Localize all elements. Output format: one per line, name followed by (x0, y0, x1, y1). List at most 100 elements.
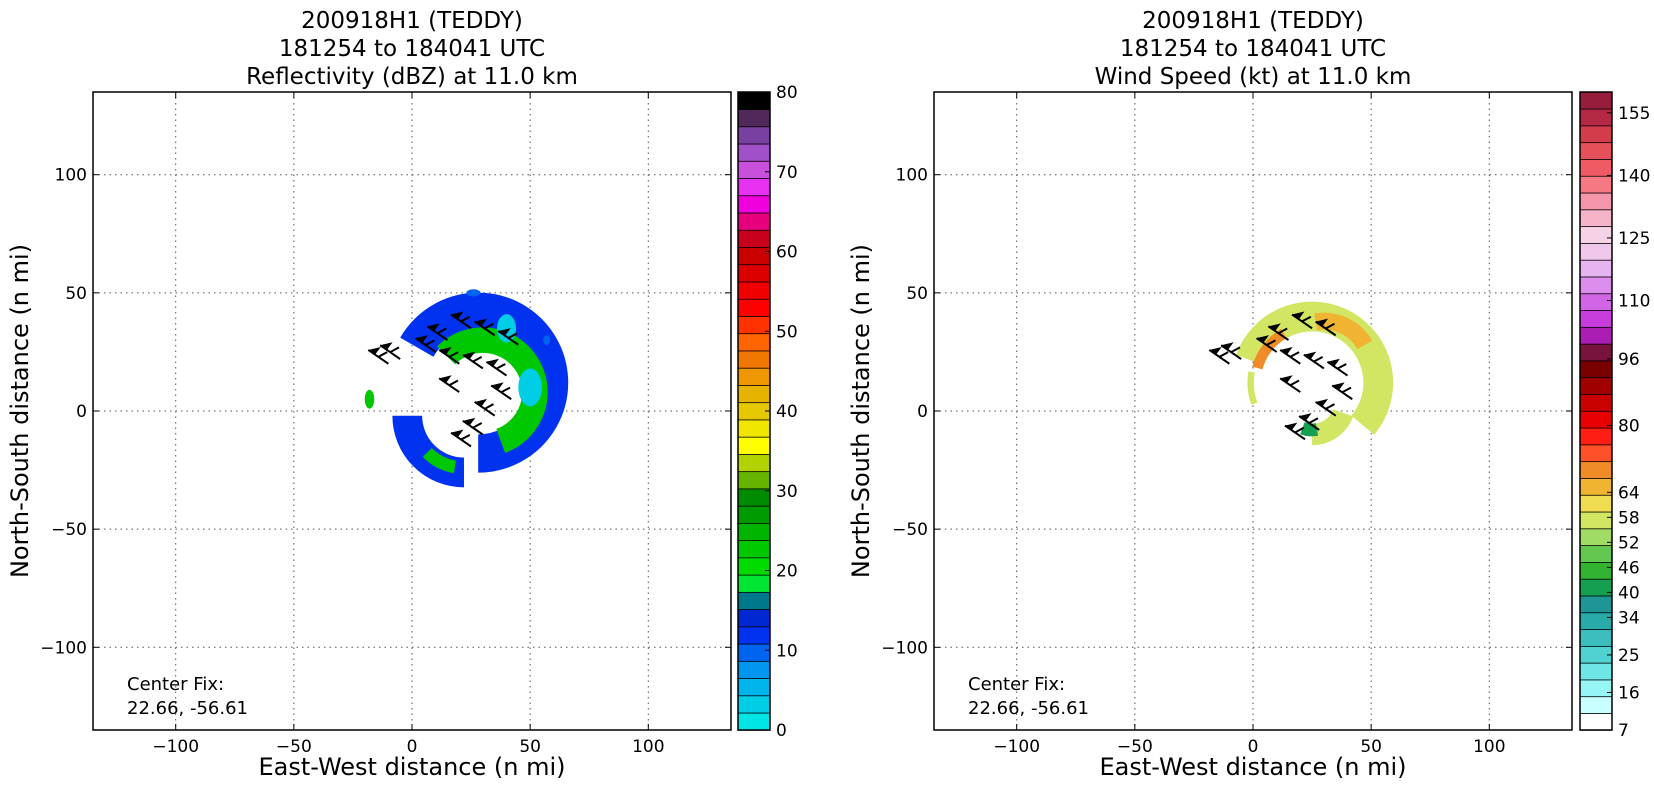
colorbar-segment (1579, 175, 1613, 194)
y-axis-label: North-South distance (n mi) (847, 244, 875, 578)
colorbar-tick-label: 50 (776, 322, 798, 342)
x-tick-label: −50 (1117, 737, 1153, 757)
wind-barb (490, 382, 512, 401)
colorbar-segment (737, 160, 771, 179)
barb-flag (415, 335, 429, 344)
colorbar-segment (1579, 595, 1613, 614)
x-axis-label: East-West distance (n mi) (258, 753, 565, 781)
barb-flag (1303, 351, 1317, 360)
colorbar-tick-label: 16 (1618, 683, 1640, 703)
colorbar-segment (737, 246, 771, 266)
colorbar-segment (737, 608, 771, 628)
barb-flag (1315, 398, 1329, 408)
wind-barb (474, 318, 496, 337)
colorbar-segment (1579, 679, 1613, 698)
data-layer (364, 289, 569, 488)
colorbar-segment (737, 470, 771, 490)
barb-flag (462, 351, 476, 360)
wind-barb (1208, 346, 1230, 365)
colorbar-segment (1579, 158, 1613, 177)
colorbar-tick-label: 96 (1618, 350, 1640, 370)
colorbar-segment (737, 367, 771, 386)
barb-flag (1209, 346, 1222, 356)
wind-barb (1326, 358, 1349, 377)
y-tick-label: 100 (896, 166, 928, 186)
colorbar-segment (737, 229, 771, 248)
barb-feather (1266, 339, 1276, 346)
x-tick-label: 50 (1360, 737, 1382, 757)
barb-flag (451, 311, 464, 320)
colorbar-tick-label: 80 (776, 83, 798, 103)
chart-title-line: 181254 to 184041 UTC (279, 36, 545, 62)
panel-2: 200918H1 (TEDDY)181254 to 184041 UTCWind… (847, 8, 1650, 781)
colorbar-segment (737, 281, 771, 300)
y-tick-label: 50 (906, 284, 928, 304)
colorbar-segment (1579, 578, 1613, 597)
colorbar-tick-label: 10 (776, 641, 798, 661)
colorbar-segment (737, 643, 771, 662)
barb-feather (1325, 403, 1335, 410)
wind-barb (438, 375, 460, 393)
wind-barb (415, 335, 437, 353)
colorbar-segment (1579, 377, 1613, 395)
barb-flag (380, 342, 393, 351)
wind-barb (497, 328, 519, 346)
barb-flag (1280, 346, 1293, 356)
colorbar-tick-label: 140 (1618, 166, 1650, 186)
colorbar-tick-label: 64 (1618, 483, 1640, 503)
data-blob (497, 314, 516, 343)
chart-title-line: 181254 to 184041 UTC (1120, 36, 1386, 62)
colorbar-segment (1579, 511, 1613, 530)
y-axis-label: North-South distance (n mi) (6, 244, 34, 578)
colorbar-tick-label: 30 (776, 482, 798, 502)
colorbar-segment (737, 264, 771, 283)
colorbar-segment (1579, 192, 1613, 211)
wind-barb (485, 358, 508, 377)
wind-barbs (1208, 311, 1353, 441)
colorbar-segment (737, 419, 771, 438)
y-tick-label: 0 (917, 402, 928, 422)
colorbar-segment (1579, 108, 1613, 127)
barb-feather (436, 327, 447, 335)
colorbar-tick-label: 110 (1618, 291, 1650, 311)
colorbar-segment (737, 712, 771, 731)
y-tick-label: 50 (65, 284, 87, 304)
wind-barb (1279, 375, 1301, 393)
colorbar-tick-label: 40 (1618, 583, 1640, 603)
barb-feather (1218, 351, 1229, 358)
colorbar-segment (737, 143, 771, 162)
chart-title-line: 200918H1 (TEDDY) (301, 8, 523, 34)
colorbar-segment (737, 91, 771, 110)
colorbar-segment (737, 677, 771, 697)
colorbar-tick-label: 0 (776, 721, 787, 741)
wind-barb (379, 342, 401, 360)
panel-1: 200918H1 (TEDDY)181254 to 184041 UTCRefl… (6, 8, 798, 781)
colorbar-segment (1579, 209, 1613, 228)
colorbar-segment (1579, 360, 1613, 379)
colorbar-segment (737, 626, 771, 645)
data-blob (364, 389, 375, 409)
colorbar-segment (1579, 393, 1613, 412)
barb-flag (1221, 342, 1234, 351)
y-tick-label: −100 (40, 638, 87, 658)
colorbar-segment (1579, 276, 1613, 295)
barb-feather (496, 363, 506, 370)
barb-feather (500, 386, 511, 394)
colorbar-segment (737, 695, 771, 714)
colorbar-tick-label: 125 (1618, 229, 1650, 249)
colorbar-segment (1579, 326, 1613, 345)
y-tick-label: −50 (892, 520, 928, 540)
colorbar-tick-label: 70 (776, 163, 798, 183)
barb-flag (1280, 375, 1293, 384)
data-arc (437, 327, 548, 453)
wind-barb (1315, 318, 1337, 337)
data-blob (466, 289, 481, 297)
barb-feather (1308, 417, 1319, 424)
x-tick-label: 50 (519, 737, 541, 757)
colorbar-segment (1579, 444, 1613, 463)
colorbar-tick-label: 58 (1618, 508, 1640, 528)
barb-flag (1327, 358, 1340, 367)
y-tick-label: 0 (76, 402, 87, 422)
barb-flag (498, 328, 511, 337)
barb-feather (389, 346, 400, 354)
